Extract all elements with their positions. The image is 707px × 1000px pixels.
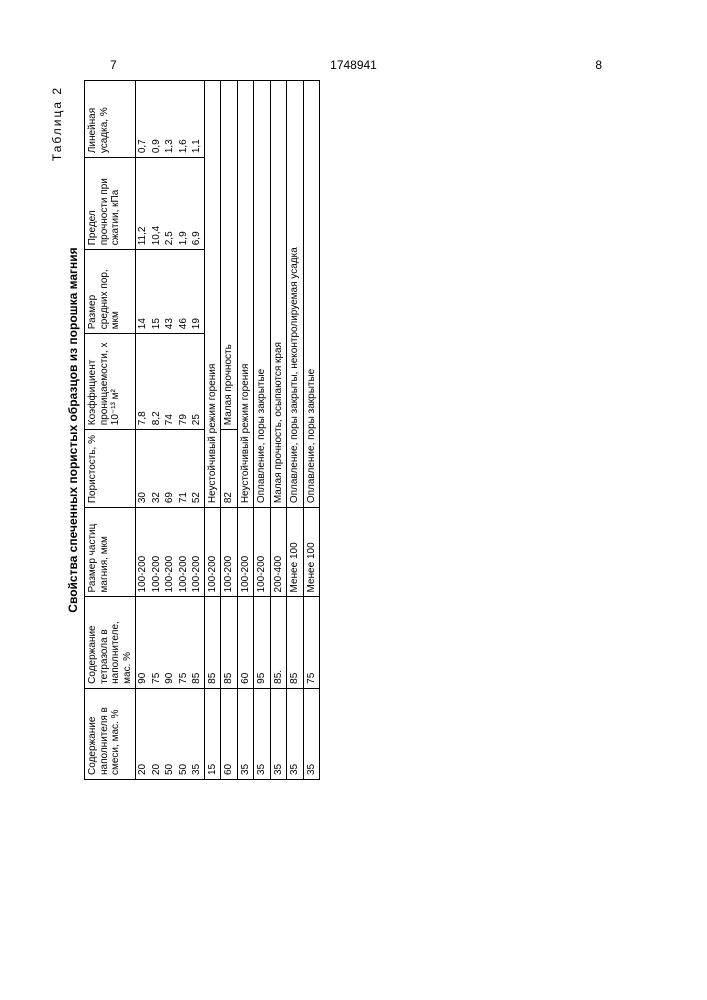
- table-cell-note: Неустойчивый режим горения: [204, 81, 221, 508]
- table-cell: 2,5: [163, 158, 177, 250]
- table-cell: 100-200: [204, 508, 221, 597]
- table-cell: 75: [303, 597, 320, 688]
- table-cell: 90: [163, 597, 177, 688]
- table-cell: 100-200: [190, 508, 204, 597]
- page-number-left: 7: [110, 58, 117, 72]
- table-row: 3585100-2005225196,91,1: [190, 81, 204, 780]
- table-cell-note: Малая прочность: [221, 81, 238, 430]
- col-header: Содержание наполнителя в смеси, мас. %: [85, 688, 136, 779]
- table-cell: 35: [254, 688, 271, 779]
- table-cell: 82: [221, 430, 238, 508]
- table-cell: 0,7: [136, 81, 150, 158]
- table-cell: Менее 100: [287, 508, 304, 597]
- table-cell-note: Оплавление, поры закрыты, неконтролируем…: [287, 81, 304, 508]
- table-cell: 100-200: [254, 508, 271, 597]
- table-cell: 100-200: [177, 508, 191, 597]
- table-cell: 50: [177, 688, 191, 779]
- table-cell-note: Неустойчивый режим горения: [237, 81, 254, 508]
- table-cell: 85: [190, 597, 204, 688]
- table-cell: 50: [163, 688, 177, 779]
- table-cell: 100-200: [136, 508, 150, 597]
- table-cell: 35: [270, 688, 287, 779]
- header-row: Содержание наполнителя в смеси, мас. % С…: [85, 81, 136, 780]
- table-cell: 32: [150, 430, 164, 508]
- table-row: 3595100-200Оплавление, поры закрытые: [254, 81, 271, 780]
- table-cell: 35: [237, 688, 254, 779]
- table-cell: 35: [190, 688, 204, 779]
- table-label: Таблица 2: [50, 80, 64, 780]
- data-table: Содержание наполнителя в смеси, мас. % С…: [84, 80, 320, 780]
- table-cell: 75: [150, 597, 164, 688]
- table-cell: 1,9: [177, 158, 191, 250]
- table-cell: 60: [221, 688, 238, 779]
- table-cell: 6,9: [190, 158, 204, 250]
- table-cell: 85: [221, 597, 238, 688]
- table-cell: 35: [303, 688, 320, 779]
- table-row: 1585100-200Неустойчивый режим горения: [204, 81, 221, 780]
- table-cell: 14: [136, 250, 150, 334]
- table-cell: 79: [177, 334, 191, 430]
- table-cell: 43: [163, 250, 177, 334]
- table-cell: 8,2: [150, 334, 164, 430]
- table-cell: 100-200: [150, 508, 164, 597]
- rotated-content: Таблица 2 Свойства спеченных пористых об…: [50, 80, 320, 780]
- table-cell: 19: [190, 250, 204, 334]
- table-cell: 35: [287, 688, 304, 779]
- table-cell: 90: [136, 597, 150, 688]
- col-header: Пористость, %: [85, 430, 136, 508]
- table-cell: 0,9: [150, 81, 164, 158]
- table-row: 3575Менее 100Оплавление, поры закрытые: [303, 81, 320, 780]
- table-cell: 15: [204, 688, 221, 779]
- table-body: 2090100-200307,81411,20,72075100-200328,…: [136, 81, 320, 780]
- table-cell: 20: [136, 688, 150, 779]
- table-cell: 71: [177, 430, 191, 508]
- table-cell: 20: [150, 688, 164, 779]
- table-cell: 25: [190, 334, 204, 430]
- table-cell: 60: [237, 597, 254, 688]
- table-row: 3560100-200Неустойчивый режим горения: [237, 81, 254, 780]
- table-cell: 74: [163, 334, 177, 430]
- table-cell: Менее 100: [303, 508, 320, 597]
- col-header: Содержание тетразола в наполнителе, мас.…: [85, 597, 136, 688]
- table-cell: 15: [150, 250, 164, 334]
- table-row: 5090100-2006974432,51,3: [163, 81, 177, 780]
- table-cell: 95: [254, 597, 271, 688]
- table-cell: 1,3: [163, 81, 177, 158]
- table-cell: 46: [177, 250, 191, 334]
- table-row: 3585.200-400Малая прочность, осыпаются к…: [270, 81, 287, 780]
- table-cell: 100-200: [237, 508, 254, 597]
- table-cell-note: Оплавление, поры закрытые: [254, 81, 271, 508]
- table-row: 3585Менее 100Оплавление, поры закрыты, н…: [287, 81, 304, 780]
- page-number-right: 8: [595, 58, 602, 72]
- table-cell: 85.: [270, 597, 287, 688]
- table-cell: 10,4: [150, 158, 164, 250]
- table-cell: 200-400: [270, 508, 287, 597]
- table-cell: 75: [177, 597, 191, 688]
- col-header: Предел прочности при сжатии, кПа: [85, 158, 136, 250]
- table-cell: 1,1: [190, 81, 204, 158]
- table-cell: 1,6: [177, 81, 191, 158]
- table-title: Свойства спеченных пористых образцов из …: [66, 80, 80, 780]
- table-cell: 85: [287, 597, 304, 688]
- table-row: 5075100-2007179461,91,6: [177, 81, 191, 780]
- table-row: 2075100-200328,21510,40,9: [150, 81, 164, 780]
- table-cell: 100-200: [221, 508, 238, 597]
- table-cell: 52: [190, 430, 204, 508]
- table-cell: 69: [163, 430, 177, 508]
- table-cell: 30: [136, 430, 150, 508]
- table-row: 6085100-20082Малая прочность: [221, 81, 238, 780]
- table-cell: 11,2: [136, 158, 150, 250]
- table-cell: 7,8: [136, 334, 150, 430]
- table-row: 2090100-200307,81411,20,7: [136, 81, 150, 780]
- table-cell: 100-200: [163, 508, 177, 597]
- table-cell: 85: [204, 597, 221, 688]
- col-header: Коэффициент проницаемости, х 10⁻¹³ м²: [85, 334, 136, 430]
- table-cell-note: Малая прочность, осыпаются края: [270, 81, 287, 508]
- col-header: Линейная усадка, %: [85, 81, 136, 158]
- col-header: Размер средних пор, мкм: [85, 250, 136, 334]
- col-header: Размер частиц магния, мкм: [85, 508, 136, 597]
- table-cell-note: Оплавление, поры закрытые: [303, 81, 320, 508]
- document-number: 1748941: [330, 58, 377, 72]
